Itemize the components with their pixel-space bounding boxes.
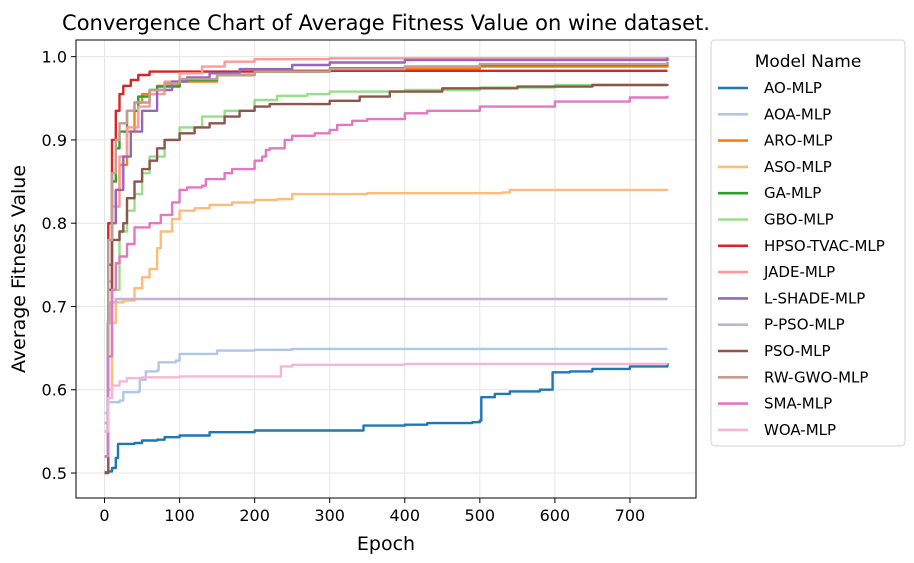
series-line-ao-mlp [104,363,669,474]
series-line-p-pso-mlp [104,297,668,458]
x-tick-label: 700 [615,506,646,525]
y-tick-label: 0.9 [42,131,67,150]
x-tick-label: 100 [164,506,195,525]
x-tick-label: 400 [389,506,420,525]
series-line-aso-mlp [104,188,669,475]
series-line-pso-mlp [104,83,669,475]
series-line-ga-mlp [104,62,669,425]
legend-entry-label: L-SHADE-MLP [764,289,865,307]
y-tick-label: 0.7 [42,297,67,316]
legend-entry-label: PSO-MLP [764,342,831,360]
chart-title: Convergence Chart of Average Fitness Val… [62,11,710,35]
legend: Model Name AO-MLP AOA-MLP ARO-MLP ASO-MLP GA… [710,39,906,447]
y-tick-label: 1.0 [42,48,67,67]
x-tick-label: 200 [239,506,270,525]
series-line-aoa-mlp [104,347,668,415]
x-tick-label: 600 [540,506,571,525]
x-tick-label: 0 [99,506,109,525]
y-tick-label: 0.6 [42,381,67,400]
series-line-l-shade-mlp [104,57,669,458]
legend-entry-label: GA-MLP [764,184,821,202]
y-axis-label: Average Fitness Value [8,165,30,373]
y-tick-label: 0.5 [42,464,67,483]
legend-entry-label: JADE-MLP [763,263,835,281]
legend-entry-label: AOA-MLP [764,105,831,123]
x-axis-ticks: 0 100 200 300 400 500 600 700 [99,498,645,525]
x-tick-label: 500 [465,506,496,525]
legend-title: Model Name [755,52,862,72]
series-line-rw-gwo-mlp [104,61,669,433]
y-axis-ticks: 0.5 0.6 0.7 0.8 0.9 1.0 [42,48,76,483]
legend-entry-label: RW-GWO-MLP [764,368,868,386]
legend-entry-label: WOA-MLP [764,421,836,439]
legend-entry-label: HPSO-TVAC-MLP [764,237,885,255]
x-tick-label: 300 [314,506,345,525]
plot-frame [75,39,697,499]
series-line-hpso-tvac-mlp [104,69,668,458]
legend-entry-label: ARO-MLP [764,132,833,150]
y-tick-label: 0.8 [42,214,67,233]
series-line-woa-mlp [104,362,668,433]
legend-entry-label: AO-MLP [764,79,822,97]
grid-lines [76,40,696,498]
x-axis-label: Epoch [357,533,415,555]
legend-entry-label: SMA-MLP [764,395,832,413]
legend-entry-label: GBO-MLP [764,211,834,229]
series-line-jade-mlp [104,57,668,425]
series-line-sma-mlp [104,95,669,458]
series-lines [104,57,669,475]
legend-items: AO-MLP AOA-MLP ARO-MLP ASO-MLP GA-MLP GBO-MLP… [718,79,885,439]
legend-entry-label: ASO-MLP [764,158,832,176]
legend-frame [710,39,906,447]
legend-entry-label: P-PSO-MLP [764,316,845,334]
